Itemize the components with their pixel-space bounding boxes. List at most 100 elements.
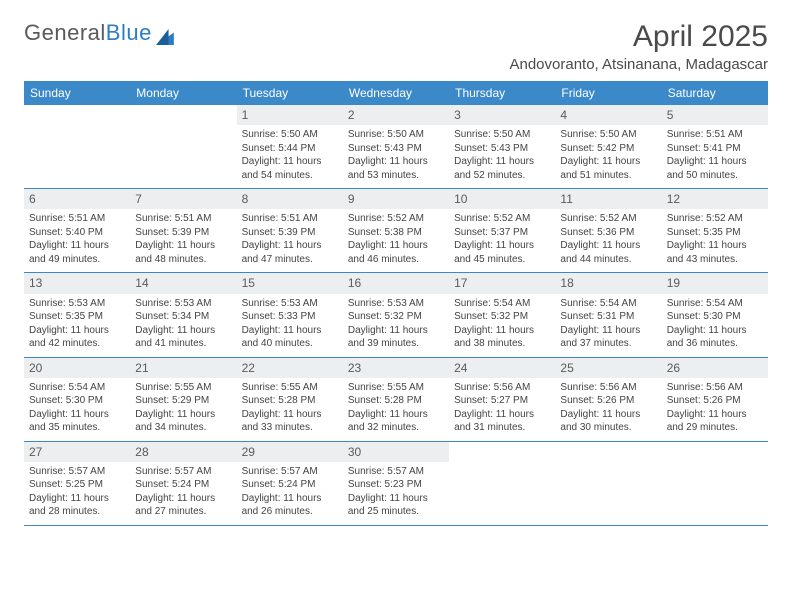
sunset-text: Sunset: 5:26 PM — [667, 394, 763, 408]
weeks-container: 1Sunrise: 5:50 AMSunset: 5:44 PMDaylight… — [24, 105, 768, 526]
sunrise-text: Sunrise: 5:54 AM — [560, 297, 656, 311]
daylight-text: and 52 minutes. — [454, 169, 550, 183]
daylight-text: Daylight: 11 hours — [348, 239, 444, 253]
day-cell: 24Sunrise: 5:56 AMSunset: 5:27 PMDayligh… — [449, 358, 555, 441]
daylight-text: and 29 minutes. — [667, 421, 763, 435]
week-row: 1Sunrise: 5:50 AMSunset: 5:44 PMDaylight… — [24, 105, 768, 189]
day-number: 9 — [343, 189, 449, 209]
daylight-text: and 48 minutes. — [135, 253, 231, 267]
day-cell: 7 Sunrise: 5:51 AMSunset: 5:39 PMDaylight… — [130, 189, 236, 272]
sunrise-text: Sunrise: 5:51 AM — [135, 212, 231, 226]
daylight-text: Daylight: 11 hours — [242, 408, 338, 422]
day-number: 3 — [449, 105, 555, 125]
sunrise-text: Sunrise: 5:54 AM — [29, 381, 125, 395]
calendar-grid: Sunday Monday Tuesday Wednesday Thursday… — [24, 81, 768, 526]
daylight-text: and 46 minutes. — [348, 253, 444, 267]
sail-icon — [156, 25, 174, 41]
day-cell: 25Sunrise: 5:56 AMSunset: 5:26 PMDayligh… — [555, 358, 661, 441]
week-row: 20Sunrise: 5:54 AMSunset: 5:30 PMDayligh… — [24, 358, 768, 442]
sunset-text: Sunset: 5:41 PM — [667, 142, 763, 156]
weekday-header: Sunday — [24, 81, 130, 105]
daylight-text: Daylight: 11 hours — [560, 155, 656, 169]
sunset-text: Sunset: 5:39 PM — [135, 226, 231, 240]
day-number: 14 — [130, 273, 236, 293]
sunset-text: Sunset: 5:28 PM — [348, 394, 444, 408]
daylight-text: and 31 minutes. — [454, 421, 550, 435]
weekday-header: Tuesday — [237, 81, 343, 105]
day-number: 27 — [24, 442, 130, 462]
daylight-text: Daylight: 11 hours — [29, 408, 125, 422]
daylight-text: and 32 minutes. — [348, 421, 444, 435]
sunset-text: Sunset: 5:32 PM — [454, 310, 550, 324]
sunset-text: Sunset: 5:30 PM — [667, 310, 763, 324]
daylight-text: Daylight: 11 hours — [560, 408, 656, 422]
day-cell: 16Sunrise: 5:53 AMSunset: 5:32 PMDayligh… — [343, 273, 449, 356]
daylight-text: and 50 minutes. — [667, 169, 763, 183]
daylight-text: and 26 minutes. — [242, 505, 338, 519]
sunrise-text: Sunrise: 5:55 AM — [242, 381, 338, 395]
day-cell: 3Sunrise: 5:50 AMSunset: 5:43 PMDaylight… — [449, 105, 555, 188]
sunrise-text: Sunrise: 5:50 AM — [560, 128, 656, 142]
day-number: 12 — [662, 189, 768, 209]
day-number: 7 — [130, 189, 236, 209]
day-number: 23 — [343, 358, 449, 378]
sunset-text: Sunset: 5:28 PM — [242, 394, 338, 408]
day-number: 26 — [662, 358, 768, 378]
day-number: 8 — [237, 189, 343, 209]
sunrise-text: Sunrise: 5:52 AM — [667, 212, 763, 226]
sunrise-text: Sunrise: 5:52 AM — [560, 212, 656, 226]
daylight-text: Daylight: 11 hours — [29, 324, 125, 338]
day-cell: 28Sunrise: 5:57 AMSunset: 5:24 PMDayligh… — [130, 442, 236, 525]
day-cell: 15Sunrise: 5:53 AMSunset: 5:33 PMDayligh… — [237, 273, 343, 356]
day-cell: 29Sunrise: 5:57 AMSunset: 5:24 PMDayligh… — [237, 442, 343, 525]
day-cell: 1Sunrise: 5:50 AMSunset: 5:44 PMDaylight… — [237, 105, 343, 188]
sunset-text: Sunset: 5:40 PM — [29, 226, 125, 240]
sunrise-text: Sunrise: 5:50 AM — [242, 128, 338, 142]
day-cell: 20Sunrise: 5:54 AMSunset: 5:30 PMDayligh… — [24, 358, 130, 441]
sunrise-text: Sunrise: 5:56 AM — [560, 381, 656, 395]
brand-logo: GeneralBlue — [24, 20, 174, 46]
daylight-text: Daylight: 11 hours — [348, 492, 444, 506]
daylight-text: and 51 minutes. — [560, 169, 656, 183]
daylight-text: and 25 minutes. — [348, 505, 444, 519]
daylight-text: Daylight: 11 hours — [560, 324, 656, 338]
sunrise-text: Sunrise: 5:56 AM — [454, 381, 550, 395]
daylight-text: Daylight: 11 hours — [667, 239, 763, 253]
blank-cell — [662, 442, 768, 525]
day-number: 21 — [130, 358, 236, 378]
week-row: 27Sunrise: 5:57 AMSunset: 5:25 PMDayligh… — [24, 442, 768, 526]
daylight-text: Daylight: 11 hours — [454, 408, 550, 422]
daylight-text: Daylight: 11 hours — [135, 239, 231, 253]
daylight-text: and 33 minutes. — [242, 421, 338, 435]
sunset-text: Sunset: 5:39 PM — [242, 226, 338, 240]
day-number: 15 — [237, 273, 343, 293]
daylight-text: Daylight: 11 hours — [242, 324, 338, 338]
day-cell: 17Sunrise: 5:54 AMSunset: 5:32 PMDayligh… — [449, 273, 555, 356]
day-number: 13 — [24, 273, 130, 293]
weekday-header: Saturday — [662, 81, 768, 105]
blank-cell — [24, 105, 130, 188]
daylight-text: and 47 minutes. — [242, 253, 338, 267]
day-number: 6 — [24, 189, 130, 209]
sunrise-text: Sunrise: 5:57 AM — [348, 465, 444, 479]
sunset-text: Sunset: 5:30 PM — [29, 394, 125, 408]
daylight-text: and 28 minutes. — [29, 505, 125, 519]
daylight-text: and 45 minutes. — [454, 253, 550, 267]
sunset-text: Sunset: 5:37 PM — [454, 226, 550, 240]
sunrise-text: Sunrise: 5:53 AM — [242, 297, 338, 311]
weekday-header-row: Sunday Monday Tuesday Wednesday Thursday… — [24, 81, 768, 105]
daylight-text: Daylight: 11 hours — [454, 239, 550, 253]
week-row: 13Sunrise: 5:53 AMSunset: 5:35 PMDayligh… — [24, 273, 768, 357]
daylight-text: and 53 minutes. — [348, 169, 444, 183]
daylight-text: and 42 minutes. — [29, 337, 125, 351]
sunrise-text: Sunrise: 5:54 AM — [454, 297, 550, 311]
daylight-text: and 40 minutes. — [242, 337, 338, 351]
sunrise-text: Sunrise: 5:53 AM — [29, 297, 125, 311]
day-number: 16 — [343, 273, 449, 293]
weekday-header: Monday — [130, 81, 236, 105]
day-number: 29 — [237, 442, 343, 462]
daylight-text: Daylight: 11 hours — [242, 155, 338, 169]
daylight-text: Daylight: 11 hours — [667, 155, 763, 169]
daylight-text: Daylight: 11 hours — [29, 239, 125, 253]
daylight-text: Daylight: 11 hours — [135, 492, 231, 506]
